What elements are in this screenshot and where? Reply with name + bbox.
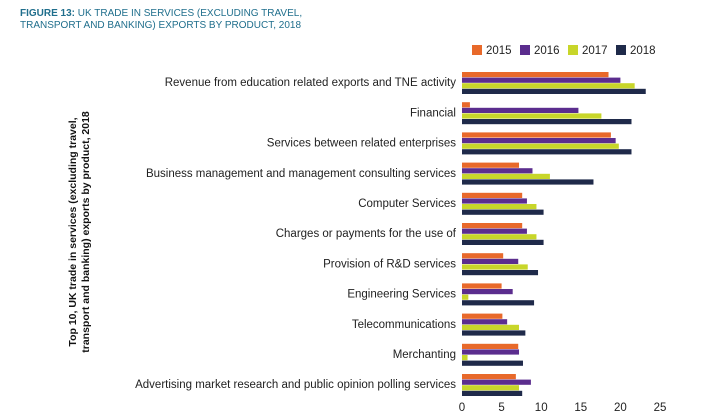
- bar-2015-3: [462, 132, 611, 138]
- x-tick-label: 0: [459, 402, 465, 413]
- bar-2016-8: [462, 289, 513, 295]
- bar-2018-7: [462, 270, 539, 276]
- bar-2017-10: [462, 355, 468, 361]
- x-tick-label: 5: [498, 402, 504, 413]
- bar-2017-6: [462, 234, 537, 240]
- x-tick-label: 25: [654, 402, 667, 413]
- legend-label-2017: 2017: [582, 45, 608, 57]
- y-axis-label-line: transport and banking) exports by produc…: [80, 111, 92, 353]
- legend-label-2015: 2015: [486, 45, 512, 57]
- figure-label: FIGURE 13:: [20, 8, 76, 19]
- bar-2016-4: [462, 168, 533, 174]
- bar-2018-10: [462, 360, 523, 366]
- bar-2016-11: [462, 379, 531, 385]
- bar-2018-5: [462, 209, 544, 215]
- figure-title-text: UK TRADE IN SERVICES (EXCLUDING TRAVEL, …: [20, 8, 303, 31]
- bar-2015-9: [462, 313, 503, 319]
- legend-swatch-2015: [472, 45, 482, 55]
- bar-2016-7: [462, 258, 519, 264]
- bar-2018-2: [462, 119, 632, 125]
- bar-2016-1: [462, 77, 621, 83]
- bar-2016-10: [462, 349, 520, 355]
- bar-2016-9: [462, 319, 508, 325]
- bar-2018-1: [462, 88, 646, 94]
- bar-2015-4: [462, 162, 520, 168]
- figure-title: FIGURE 13: UK TRADE IN SERVICES (EXCLUDI…: [20, 8, 360, 32]
- legend-swatch-2016: [520, 45, 530, 55]
- category-label: Business management and management consu…: [146, 168, 456, 180]
- bar-2018-4: [462, 179, 594, 185]
- category-label: Revenue from education related exports a…: [165, 77, 457, 89]
- bar-2017-11: [462, 385, 520, 391]
- bar-2018-6: [462, 239, 544, 245]
- bar-2017-7: [462, 264, 528, 270]
- category-label: Services between related enterprises: [267, 138, 456, 150]
- bar-2017-9: [462, 324, 520, 330]
- category-label: Financial: [410, 107, 456, 119]
- y-axis-label-line: Top 10, UK trade in services (excluding …: [67, 117, 79, 346]
- category-label: Engineering Services: [347, 289, 456, 301]
- bar-2015-8: [462, 283, 502, 289]
- x-tick-label: 10: [535, 402, 548, 413]
- bar-2015-1: [462, 72, 609, 78]
- bar-2016-3: [462, 138, 616, 144]
- legend-label-2016: 2016: [534, 45, 560, 57]
- bar-2015-7: [462, 253, 504, 259]
- bar-2015-10: [462, 343, 519, 349]
- bar-2018-11: [462, 390, 523, 396]
- category-label: Merchanting: [393, 349, 456, 361]
- bar-2016-5: [462, 198, 527, 204]
- bar-2017-4: [462, 173, 550, 179]
- category-label: Telecommunications: [352, 319, 456, 331]
- category-label: Computer Services: [358, 198, 456, 210]
- category-label: Provision of R&D services: [323, 258, 456, 270]
- bar-2015-6: [462, 223, 523, 229]
- x-tick-label: 15: [574, 402, 587, 413]
- bar-2017-3: [462, 143, 619, 149]
- legend-label-2018: 2018: [630, 45, 656, 57]
- bar-2015-2: [462, 102, 470, 108]
- category-label: Advertising market research and public o…: [135, 379, 456, 391]
- bar-2018-8: [462, 300, 535, 306]
- x-tick-label: 20: [614, 402, 627, 413]
- legend-swatch-2017: [568, 45, 578, 55]
- bar-2018-3: [462, 149, 632, 155]
- bar-2018-9: [462, 330, 526, 336]
- bar-2017-5: [462, 204, 537, 210]
- bar-2015-5: [462, 192, 523, 198]
- bar-2016-2: [462, 107, 579, 113]
- bar-2017-1: [462, 83, 635, 89]
- bar-2016-6: [462, 228, 527, 234]
- category-label: Charges or payments for the use of: [276, 228, 457, 240]
- bar-2017-8: [462, 294, 469, 300]
- bar-2017-2: [462, 113, 602, 119]
- y-axis-label: Top 10, UK trade in services (excluding …: [67, 111, 92, 353]
- bar-2015-11: [462, 374, 516, 380]
- legend-swatch-2018: [616, 45, 626, 55]
